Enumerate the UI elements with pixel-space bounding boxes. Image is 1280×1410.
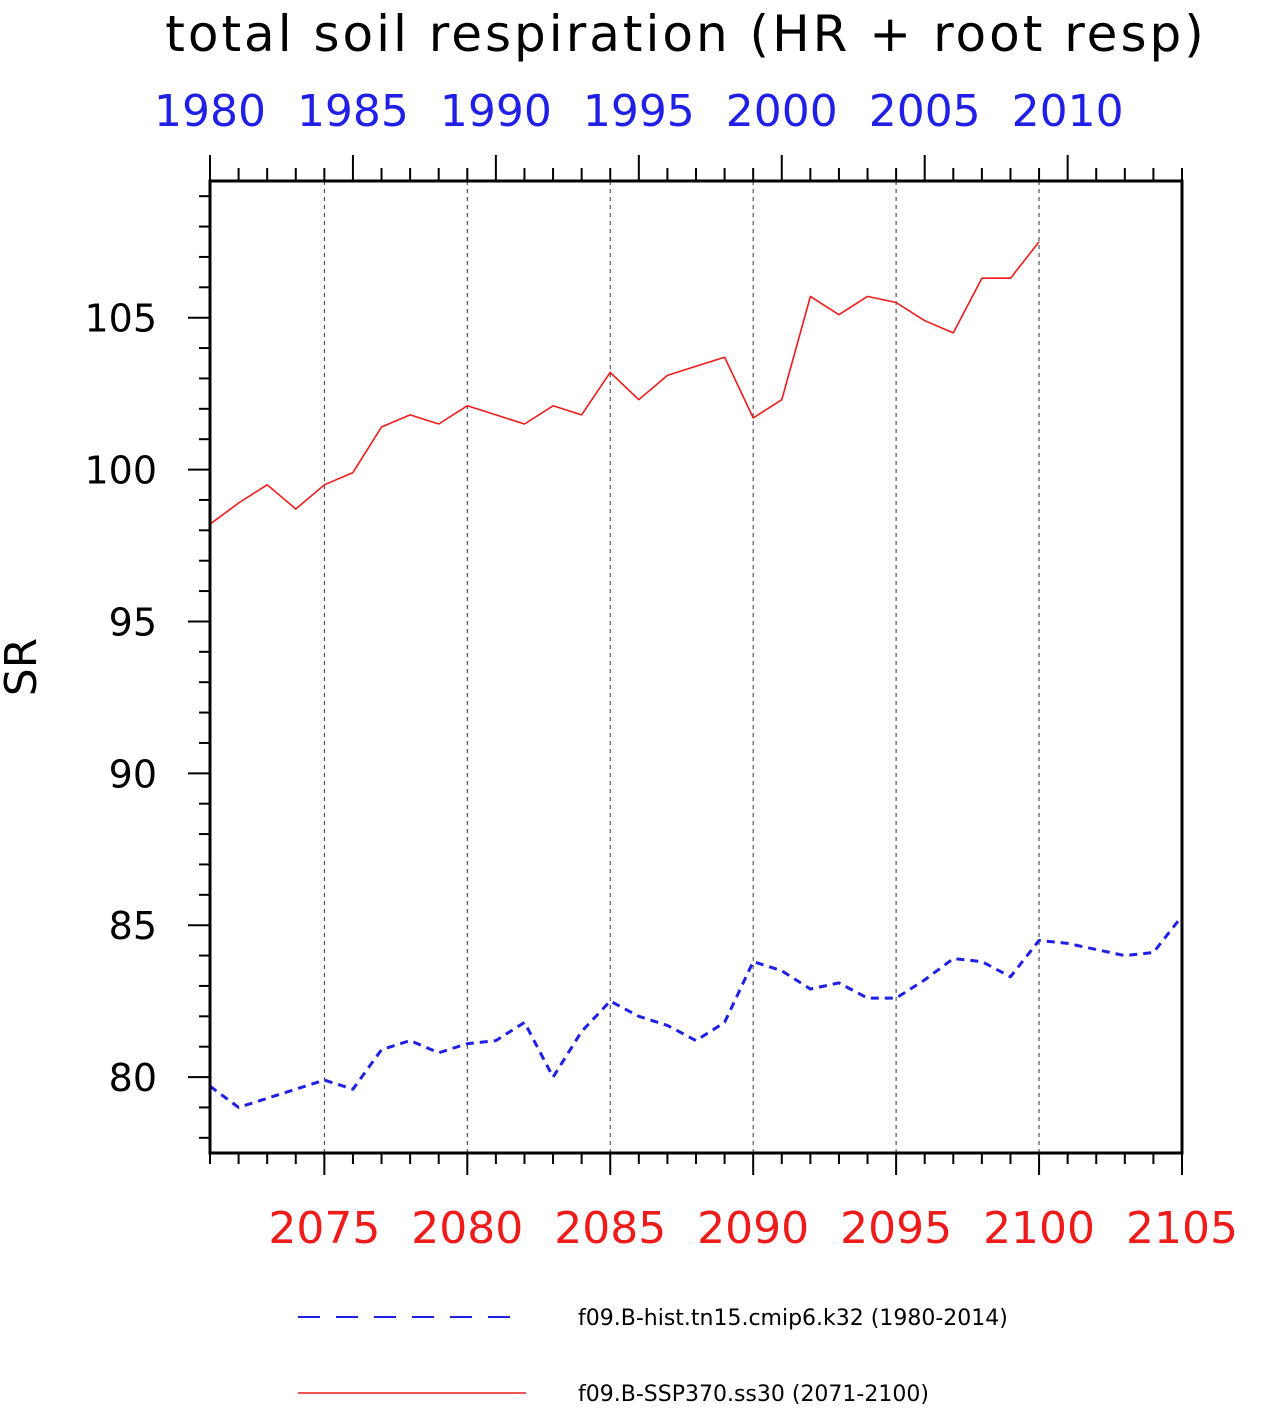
- bottom-tick-label: 2075: [268, 1203, 380, 1254]
- y-tick-label: 90: [109, 752, 157, 796]
- y-tick-label: 80: [109, 1056, 157, 1100]
- y-tick-label: 105: [84, 297, 157, 341]
- chart-title: total soil respiration (HR + root resp): [165, 5, 1207, 63]
- bottom-tick-label: 2095: [840, 1203, 952, 1254]
- legend-label: f09.B-SSP370.ss30 (2071-2100): [578, 1382, 929, 1407]
- top-tick-label: 2000: [726, 86, 838, 137]
- series-line-hist: [209, 915, 1184, 1109]
- top-tick-label: 2010: [1012, 86, 1124, 137]
- y-tick-label: 85: [109, 904, 157, 948]
- legend: f09.B-hist.tn15.cmip6.k32 (1980-2014) f09…: [298, 1306, 1008, 1407]
- top-tick-label: 2005: [869, 86, 981, 137]
- series-line-ssp370: [209, 241, 1040, 525]
- top-tick-label: 1985: [297, 86, 409, 137]
- bottom-tick-label: 2100: [983, 1203, 1095, 1254]
- y-tick-label: 95: [109, 600, 157, 644]
- series-layer: [209, 241, 1184, 1109]
- legend-label: f09.B-hist.tn15.cmip6.k32 (1980-2014): [578, 1306, 1008, 1331]
- bottom-tick-label: 2080: [411, 1203, 523, 1254]
- y-tick-label: 100: [84, 449, 157, 493]
- bottom-tick-label: 2105: [1126, 1203, 1238, 1254]
- y-axis-label: SR: [0, 638, 47, 697]
- plot-frame: [208, 179, 1184, 1155]
- bottom-tick-label: 2090: [697, 1203, 809, 1254]
- axis-labels: 2075 2080 2085 2090 2095 2100 2105 1980 1985 1990…: [84, 86, 1238, 1254]
- grid: [323, 181, 1040, 1153]
- top-tick-label: 1980: [154, 86, 266, 137]
- top-tick-label: 1990: [440, 86, 552, 137]
- top-tick-label: 1995: [583, 86, 695, 137]
- bottom-tick-label: 2085: [554, 1203, 666, 1254]
- axis-ticks: [188, 155, 1183, 1175]
